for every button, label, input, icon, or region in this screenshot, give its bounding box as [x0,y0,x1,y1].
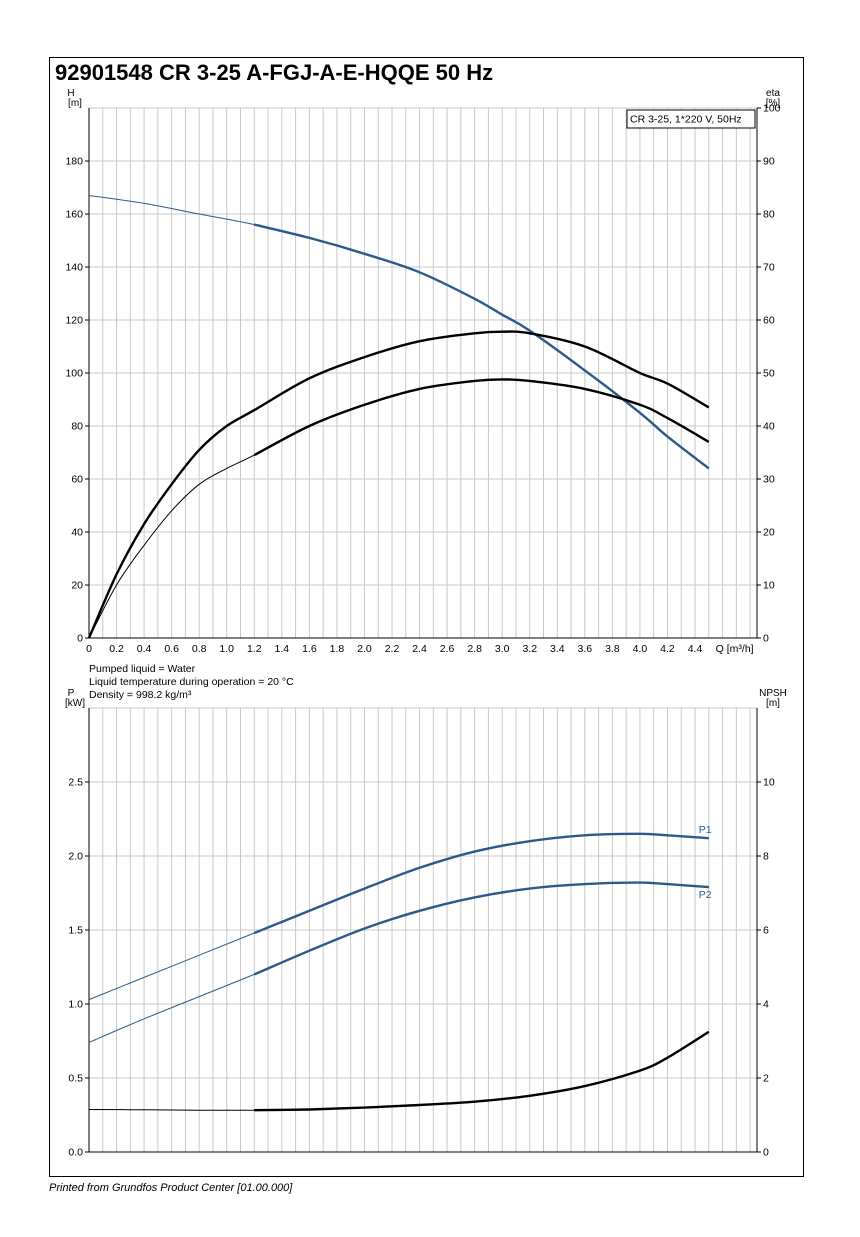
y-axis-label-left-unit: [m] [68,98,82,109]
series-line-1 [88,331,710,639]
x-tick-label: 0.2 [109,643,124,655]
series-label-p2: P2 [699,889,712,901]
legend-text: CR 3-25, 1*220 V, 50Hz [630,114,742,126]
x-tick-label: 3.4 [550,643,565,655]
x-axis-label: Q [m³/h] [716,643,754,655]
x-tick-label: 0 [86,643,92,655]
y-tick-label-right: 2 [763,1073,769,1085]
x-tick-label: 3.0 [495,643,510,655]
x-tick-label: 2.8 [467,643,482,655]
series-line-2 [88,1031,710,1111]
series-line-bold-1 [253,881,709,976]
y-tick-label-right: 6 [763,925,769,937]
power-chart: 0.0 0.5 1.0 1.5 2.0 2.5 0 2 4 6 8 10 P[kW] NPSH[m] P1 P… [65,688,787,1159]
y-tick-label-right: 40 [763,421,775,433]
y-tick-label-left: 0.0 [68,1147,83,1159]
x-tick-label: 2.2 [385,643,400,655]
x-tick-label: 0.4 [137,643,152,655]
x-tick-label: 4.0 [633,643,648,655]
y-tick-label-right: 10 [763,580,775,592]
y-tick-label-left: 100 [65,368,83,380]
y-tick-label-right: 60 [763,315,775,327]
x-tick-label: 2.6 [440,643,455,655]
x-tick-label: 2.0 [357,643,372,655]
liquid-note: Density = 998.2 kg/m³ [89,689,192,701]
x-tick-label: 3.6 [578,643,593,655]
y-tick-label-left: 20 [71,580,83,592]
y-tick-label-right: 70 [763,262,775,274]
liquid-note: Pumped liquid = Water [89,663,196,675]
x-tick-label: 1.0 [219,643,234,655]
x-tick-label: 1.4 [275,643,290,655]
y-axis-label-left: P [68,688,75,699]
series-line-bold-1 [87,330,710,639]
y-tick-label-right: 80 [763,209,775,221]
y-tick-label-right: 50 [763,368,775,380]
y-tick-label-left: 2.0 [68,851,83,863]
y-tick-label-left: 0 [77,633,83,645]
x-tick-label: 1.6 [302,643,317,655]
x-tick-label: 4.2 [660,643,675,655]
liquid-note: Liquid temperature during operation = 20… [89,676,294,688]
x-tick-label: 4.4 [688,643,703,655]
x-tick-label: 2.4 [412,643,427,655]
series-line-bold-2 [253,378,710,457]
x-tick-label: 0.6 [164,643,179,655]
y-tick-label-left: 40 [71,527,83,539]
y-axis-label-left-unit: [kW] [65,698,85,709]
series-line-0 [88,195,710,469]
series-line-bold-0 [254,223,710,470]
y-tick-label-right: 10 [763,777,775,789]
y-tick-label-left: 140 [65,262,83,274]
page-title: 92901548 CR 3-25 A-FGJ-A-E-HQQE 50 Hz [55,60,494,85]
y-axis-label-right-unit: [%] [766,98,781,109]
y-tick-label-right: 100 [763,103,781,115]
y-tick-label-right: 20 [763,527,775,539]
series-line-bold-2 [254,1030,710,1112]
y-tick-label-left: 2.5 [68,777,83,789]
x-tick-label: 0.8 [192,643,207,655]
figure-frame [49,57,804,1177]
y-tick-label-left: 0.5 [68,1073,83,1085]
performance-chart: 0 20 40 60 80 100 120 140 160 180 0 10 20 30 40 50 60 70 8… [65,88,780,701]
y-tick-label-right: 0 [763,1147,769,1159]
series-label-p1: P1 [699,824,712,836]
series-line-2 [88,378,710,639]
y-tick-label-left: 60 [71,474,83,486]
y-axis-label-right-unit: [m] [766,698,780,709]
y-tick-label-right: 90 [763,156,775,168]
y-tick-label-right: 4 [763,999,769,1011]
y-axis-label-right: eta [766,88,780,99]
y-tick-label-left: 120 [65,315,83,327]
y-tick-label-left: 1.5 [68,925,83,937]
y-tick-label-left: 180 [65,156,83,168]
y-tick-label-left: 160 [65,209,83,221]
x-tick-label: 3.8 [605,643,620,655]
x-tick-label: 3.2 [522,643,537,655]
y-tick-label-left: 1.0 [68,999,83,1011]
y-tick-label-left: 80 [71,421,83,433]
y-axis-label-right: NPSH [759,688,787,699]
y-tick-label-right: 8 [763,851,769,863]
y-tick-label-right: 30 [763,474,775,486]
legend-box [626,109,756,129]
x-tick-label: 1.8 [330,643,345,655]
x-tick-label: 1.2 [247,643,262,655]
series-line-bold-0 [253,832,709,935]
y-tick-label-right: 0 [763,633,769,645]
y-axis-label-left: H [67,88,74,99]
footer-note: Printed from Grundfos Product Center [01… [49,1182,293,1194]
